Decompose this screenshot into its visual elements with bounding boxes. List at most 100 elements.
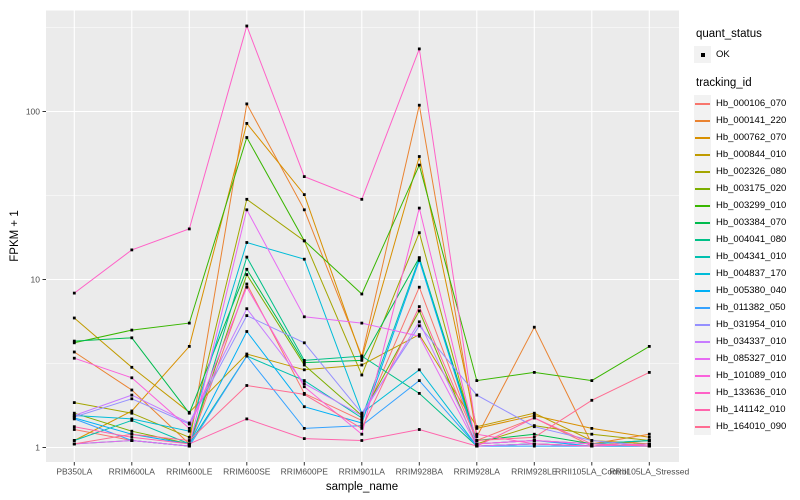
x-tick-label: RRII105LA_Control [555,467,629,477]
data-point [590,444,594,448]
series-color-key [694,231,711,248]
data-point [417,285,421,289]
black-point-icon [701,53,705,57]
legend-item-label: Hb_002326_080 [716,166,787,177]
data-point [360,439,364,442]
data-point [417,379,421,382]
data-point [130,432,134,436]
legend-item-label: Hb_003175_020 [716,183,787,194]
series-line-icon [695,170,710,173]
legend-item-label: Hb_133636_010 [716,387,787,398]
legend-item-Hb_004041_080: Hb_004041_080 [694,231,800,248]
series-line-icon [695,357,710,360]
data-point [245,330,249,333]
legend-item-label: Hb_003299_010 [716,200,787,211]
data-point [475,379,479,382]
data-point [130,439,134,442]
data-point [360,432,364,436]
series-color-key [694,350,711,367]
legend-quant-title: quant_status [696,28,762,40]
data-point [360,416,364,420]
data-point [130,435,134,439]
data-point [245,208,249,212]
legend-item-label: Hb_011382_050 [716,302,786,313]
data-point [417,392,421,395]
ok-point-key [694,46,711,63]
data-point [302,208,306,212]
data-point [532,444,536,448]
data-point [245,255,249,259]
data-point [475,432,479,436]
series-color-key [694,367,711,384]
legend-item-ok: OK [694,46,800,63]
legend-item-Hb_133636_010: Hb_133636_010 [694,384,800,401]
y-tick-label: 100 [26,107,40,117]
series-line-icon [695,408,710,411]
data-point [72,350,76,354]
x-axis-title: sample_name [325,481,399,493]
data-point [590,427,594,430]
series-line-icon [695,153,710,156]
series-color-key [694,282,711,299]
legend-item-label: Hb_164010_090 [716,421,787,432]
y-axis-title: FPKM + 1 [9,210,21,262]
data-point [647,435,651,439]
data-point [475,427,479,430]
data-point [647,444,651,448]
data-point [130,328,134,332]
data-point [360,292,364,296]
x-tick-label: RRIM928BA [396,467,444,477]
series-line-icon [695,221,710,224]
series-color-key [694,265,711,282]
data-point [130,393,134,397]
series-color-key [694,180,711,197]
data-point [417,428,421,431]
series-line-icon [695,374,710,377]
data-point [187,444,191,448]
legend-item-Hb_164010_090: Hb_164010_090 [694,418,800,435]
data-point [187,442,191,446]
series-line-icon [695,340,710,343]
data-point [475,439,479,442]
data-point [187,345,191,348]
data-point [130,248,134,252]
data-point [532,325,536,329]
data-point [245,197,249,201]
data-point [417,103,421,107]
series-color-key [694,112,711,129]
data-point [647,439,651,442]
data-point [532,414,536,417]
legend-item-Hb_004837_170: Hb_004837_170 [694,265,800,282]
series-line-icon [695,323,710,326]
legend-item-Hb_003299_010: Hb_003299_010 [694,197,800,214]
data-point [302,315,306,319]
data-point [187,427,191,430]
series-color-key [694,163,711,180]
data-point [417,309,421,313]
data-point [72,417,76,421]
series-color-key [694,316,711,333]
legend-item-label: Hb_003384_070 [716,217,787,228]
data-point [417,333,421,336]
data-point [360,363,364,367]
data-point [302,361,306,364]
data-point [245,273,249,276]
data-point [72,428,76,431]
data-point [532,432,536,436]
legend-item-label: Hb_005380_040 [716,285,787,296]
x-tick-label: RRIM600LA [109,467,156,477]
x-tick-label: RRIM600PE [281,467,329,477]
data-point [187,321,191,325]
legend-item-Hb_085327_010: Hb_085327_010 [694,350,800,367]
data-point [532,425,536,429]
x-tick-label: RRIM928LE [511,467,558,477]
x-tick-label: RRII105LA_Stressed [609,467,689,477]
legend-item-Hb_000844_010: Hb_000844_010 [694,146,800,163]
legend-item-Hb_141142_010: Hb_141142_010 [694,401,800,418]
data-point [302,385,306,389]
data-point [72,439,76,442]
series-color-key [694,95,711,112]
series-color-key [694,299,711,316]
data-point [130,397,134,401]
data-point [360,197,364,201]
